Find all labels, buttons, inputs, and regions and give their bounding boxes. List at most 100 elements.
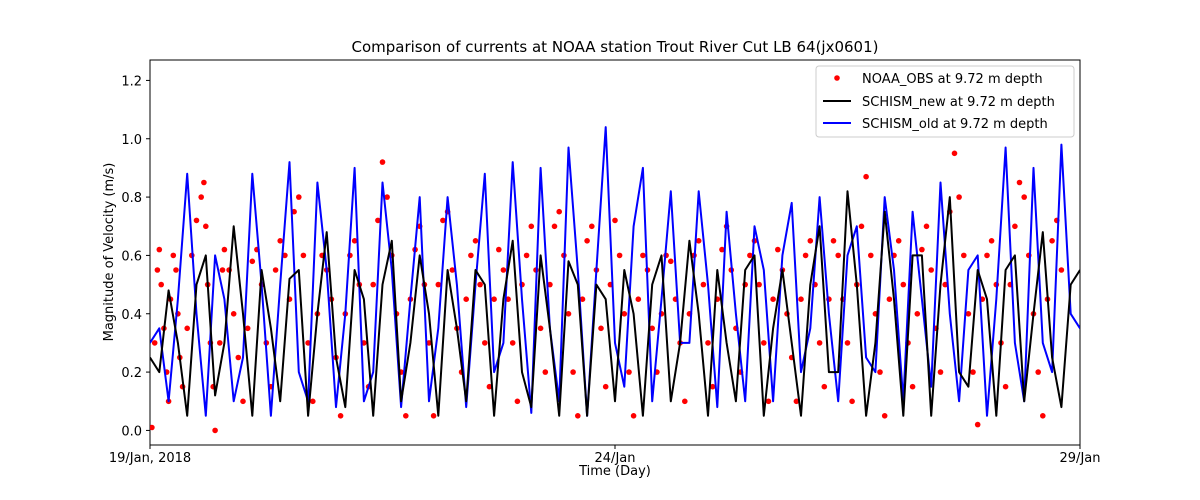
obs-point (219, 267, 226, 273)
obs-point (877, 369, 883, 375)
obs-point (193, 217, 200, 224)
obs-point (895, 238, 902, 244)
obs-point (1073, 0, 1079, 3)
obs-point (900, 281, 907, 288)
y-tick-label: 0.8 (121, 191, 142, 206)
obs-point (217, 340, 223, 346)
obs-point (300, 252, 307, 259)
obs-point (835, 252, 841, 259)
obs-point (695, 238, 702, 244)
obs-point (184, 325, 190, 332)
obs-point (1016, 179, 1023, 186)
obs-point (775, 246, 781, 253)
obs-point (956, 194, 962, 200)
series-line-schism-old (150, 126, 1080, 417)
obs-point (886, 296, 893, 303)
obs-point (970, 369, 976, 375)
obs-point (154, 267, 161, 273)
obs-point (682, 398, 688, 405)
obs-point (337, 413, 344, 419)
legend-marker-obs (834, 75, 840, 81)
obs-point (477, 281, 483, 288)
obs-point (928, 267, 934, 273)
obs-point (1049, 238, 1055, 244)
obs-point (988, 238, 995, 244)
obs-point (630, 413, 637, 419)
obs-point (589, 223, 595, 230)
obs-point (468, 252, 474, 259)
model-lines-layer (150, 126, 1080, 417)
obs-point (863, 173, 869, 180)
obs-point (770, 296, 776, 303)
obs-point (556, 208, 562, 215)
obs-point (881, 413, 888, 419)
obs-point (923, 223, 930, 230)
obs-point (509, 340, 516, 346)
obs-point (1002, 383, 1009, 390)
obs-point (635, 296, 642, 303)
obs-point (547, 281, 553, 288)
obs-point (528, 223, 535, 230)
obs-point (249, 258, 256, 265)
obs-point (974, 421, 981, 428)
y-tick-label: 1.0 (121, 133, 142, 148)
obs-point (602, 383, 609, 390)
obs-point (1012, 223, 1018, 230)
obs-point (173, 267, 179, 273)
obs-point (212, 427, 218, 434)
obs-point (491, 296, 497, 303)
obs-point (426, 340, 432, 346)
obs-point (1063, 0, 1069, 3)
obs-point (430, 413, 437, 419)
obs-point (230, 311, 237, 317)
obs-point (616, 252, 623, 259)
obs-point (965, 311, 972, 317)
obs-point (151, 340, 158, 346)
obs-point (203, 223, 209, 230)
obs-point (496, 246, 502, 253)
y-tick-label: 0.0 (121, 424, 142, 439)
obs-point (621, 311, 628, 317)
obs-point (240, 398, 246, 405)
y-axis: 0.0 0.2 0.4 0.6 0.8 1.0 1.2 (121, 74, 150, 439)
obs-point (384, 194, 390, 200)
obs-point (579, 296, 586, 303)
obs-point (937, 369, 944, 375)
obs-point (370, 281, 377, 288)
obs-point (1040, 413, 1046, 419)
obs-point (984, 252, 990, 259)
y-axis-label: Magnitude of Velocity (m/s) (102, 163, 117, 342)
obs-point (1068, 0, 1074, 3)
obs-point (649, 325, 655, 332)
obs-point (914, 311, 921, 317)
y-tick-label: 0.2 (121, 366, 142, 381)
obs-point (807, 238, 814, 244)
obs-point (277, 238, 284, 244)
obs-point (201, 179, 207, 186)
obs-point (709, 383, 716, 390)
obs-point (761, 340, 767, 346)
x-tick-label: 24/Jan (595, 451, 636, 466)
obs-point (961, 252, 967, 259)
obs-point (435, 281, 442, 288)
obs-point (1058, 267, 1065, 273)
obs-point (537, 325, 544, 332)
obs-point (821, 383, 828, 390)
obs-point (235, 354, 242, 361)
obs-point (844, 340, 851, 346)
legend-box (815, 65, 1075, 138)
obs-point (351, 238, 358, 244)
obs-point (765, 398, 772, 405)
y-tick-label: 0.4 (121, 308, 142, 323)
obs-point (170, 252, 177, 259)
legend-label-obs: NOAA_OBS at 9.72 m depth (862, 72, 1043, 87)
obs-point (551, 223, 558, 230)
obs-point (542, 369, 549, 375)
obs-point (272, 267, 279, 273)
obs-point (150, 424, 155, 431)
legend-label-new: SCHISM_new at 9.72 m depth (862, 95, 1055, 110)
obs-point (158, 281, 164, 288)
obs-point (942, 281, 948, 288)
obs-point (198, 194, 204, 200)
series-line-schism-new (150, 190, 1080, 417)
